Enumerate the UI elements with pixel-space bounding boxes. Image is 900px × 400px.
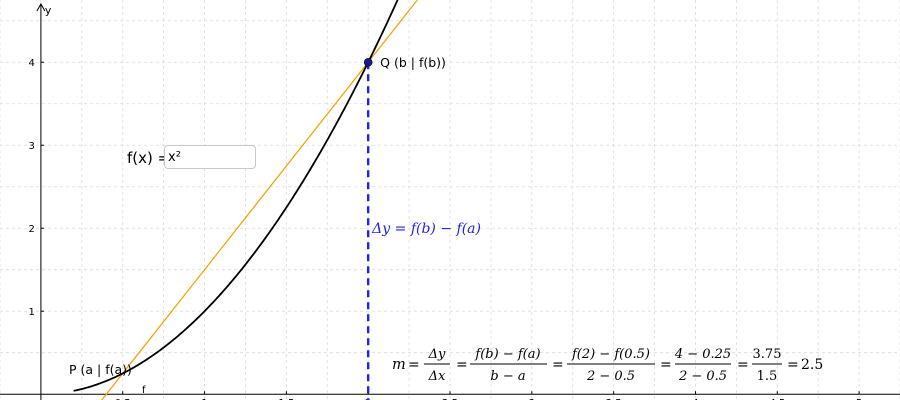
labels: Δy = f(b) − f(a) Q (b | f(b)) P (a | f(a))… <box>69 55 481 396</box>
point-q[interactable] <box>363 57 373 67</box>
x-tick-label: 4 <box>692 398 698 400</box>
y-axis-arrow <box>36 2 46 12</box>
formula-result: 2.5 <box>801 357 823 373</box>
point-p-label: P (a | f(a)) <box>69 362 132 377</box>
x-tick-label: 0.5 <box>115 398 131 400</box>
curve-name-label: f <box>142 385 146 396</box>
y-tick-label: 3 <box>29 141 35 152</box>
x-tick-label: 5 <box>856 398 862 400</box>
x-tick-label: 2.5 <box>442 398 458 400</box>
frac4-den: 2 − 0.5 <box>678 369 727 384</box>
formula-eq-5: = <box>737 357 749 373</box>
function-label: f(x) = <box>127 149 171 167</box>
formula-eq-1: = <box>408 357 420 373</box>
x-tick-label: 1.5 <box>278 398 294 400</box>
secant-line <box>101 0 418 400</box>
point-q-label: Q (b | f(b)) <box>380 55 446 70</box>
formula-eq-2: = <box>456 357 468 373</box>
frac5-den: 1.5 <box>757 369 778 384</box>
y-axis-label: y <box>45 4 52 17</box>
frac5-num: 3.75 <box>753 347 782 362</box>
x-tick-label: 3.5 <box>606 398 622 400</box>
x-tick-label: 4.5 <box>769 398 785 400</box>
function-curve <box>73 0 399 392</box>
formula-eq-6: = <box>787 357 799 373</box>
function-input[interactable]: x² <box>164 145 256 169</box>
formula-lhs: m <box>392 357 406 373</box>
frac2-num: f(b) − f(a) <box>474 347 540 362</box>
slope-formula: m = Δy Δx = f(b) − f(a) b − a = f(2) − f… <box>392 347 823 384</box>
formula-eq-4: = <box>660 357 672 373</box>
frac4-num: 4 − 0.25 <box>674 347 731 362</box>
x-tick-label: 1 <box>201 398 207 400</box>
ticks: 0.511.522.533.544.551234 <box>29 58 863 400</box>
x-tick-label: 3 <box>529 398 535 400</box>
y-tick-label: 2 <box>29 224 35 235</box>
frac3-den: 2 − 0.5 <box>586 369 635 384</box>
delta-y-label: Δy = f(b) − f(a) <box>371 221 481 237</box>
frac1-den: Δx <box>428 369 446 384</box>
frac3-num: f(2) − f(0.5) <box>571 347 650 362</box>
plot-area <box>73 0 418 400</box>
formula-eq-3: = <box>552 357 564 373</box>
frac1-num: Δy <box>428 347 446 362</box>
y-tick-label: 4 <box>29 58 35 69</box>
frac2-den: b − a <box>490 369 525 384</box>
y-tick-label: 1 <box>29 307 35 318</box>
